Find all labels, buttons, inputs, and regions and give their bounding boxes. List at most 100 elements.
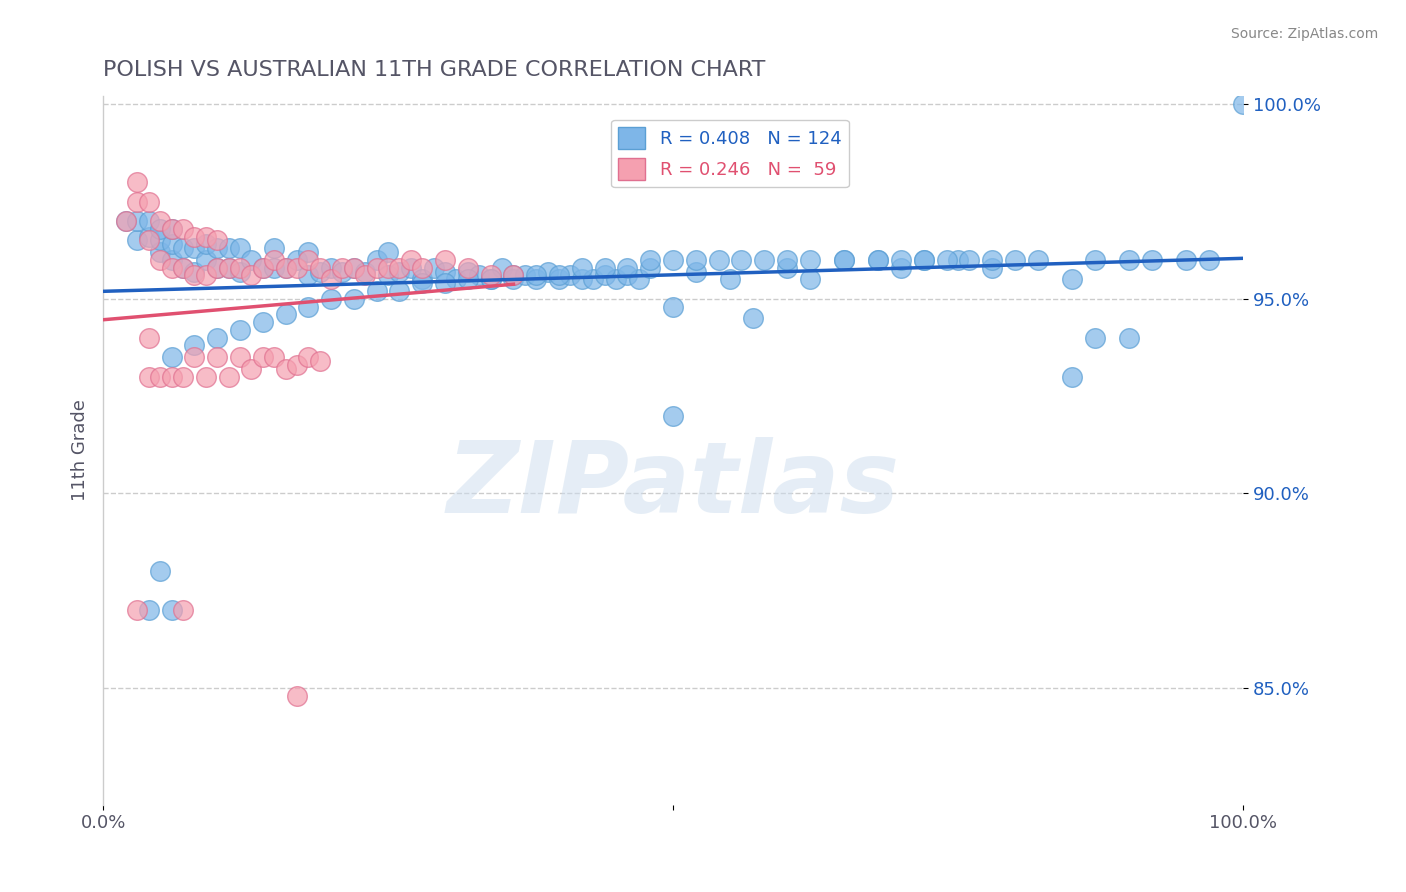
Point [194, 268, 217, 283]
Point [479, 272, 502, 286]
Point [138, 229, 160, 244]
Point [685, 264, 707, 278]
Point [730, 252, 752, 267]
Point [446, 272, 468, 286]
Point [343, 260, 366, 275]
Point [160, 350, 183, 364]
Point [868, 252, 890, 267]
Point [707, 252, 730, 267]
Point [366, 260, 388, 275]
Point [981, 252, 1004, 267]
Point [205, 241, 228, 255]
Point [377, 260, 399, 275]
Point [149, 221, 172, 235]
Point [194, 369, 217, 384]
Point [377, 268, 399, 283]
Point [218, 241, 240, 255]
Point [457, 264, 479, 278]
Point [537, 264, 560, 278]
Point [194, 237, 217, 252]
Point [411, 272, 433, 286]
Point [981, 260, 1004, 275]
Point [1060, 272, 1083, 286]
Point [205, 331, 228, 345]
Point [548, 268, 571, 283]
Point [1118, 252, 1140, 267]
Point [582, 272, 605, 286]
Point [354, 268, 377, 283]
Point [205, 350, 228, 364]
Point [479, 272, 502, 286]
Point [319, 292, 342, 306]
Point [172, 603, 194, 617]
Point [308, 354, 330, 368]
Point [149, 252, 172, 267]
Point [229, 264, 252, 278]
Point [172, 260, 194, 275]
Point [205, 260, 228, 275]
Point [297, 252, 319, 267]
Point [332, 260, 354, 275]
Point [332, 264, 354, 278]
Point [115, 214, 138, 228]
Point [502, 272, 524, 286]
Point [274, 260, 297, 275]
Point [160, 221, 183, 235]
Point [319, 260, 342, 275]
Point [1232, 97, 1254, 112]
Point [1175, 252, 1198, 267]
Point [354, 264, 377, 278]
Point [172, 369, 194, 384]
Point [285, 260, 308, 275]
Point [343, 260, 366, 275]
Point [616, 268, 638, 283]
Point [285, 252, 308, 267]
Point [252, 260, 274, 275]
Point [194, 229, 217, 244]
Point [160, 260, 183, 275]
Point [240, 361, 263, 376]
Point [149, 369, 172, 384]
Point [218, 260, 240, 275]
Text: POLISH VS AUSTRALIAN 11TH GRADE CORRELATION CHART: POLISH VS AUSTRALIAN 11TH GRADE CORRELAT… [103, 60, 765, 79]
Point [399, 260, 422, 275]
Point [502, 268, 524, 283]
Point [1140, 252, 1163, 267]
Point [183, 338, 205, 352]
Point [127, 214, 149, 228]
Point [240, 252, 263, 267]
Point [160, 252, 183, 267]
Point [571, 272, 593, 286]
Point [741, 311, 763, 326]
Point [229, 241, 252, 255]
Point [252, 315, 274, 329]
Point [662, 409, 685, 423]
Point [524, 272, 547, 286]
Point [935, 252, 957, 267]
Point [149, 234, 172, 248]
Point [491, 260, 513, 275]
Point [560, 268, 582, 283]
Text: Source: ZipAtlas.com: Source: ZipAtlas.com [1230, 27, 1378, 41]
Point [548, 272, 571, 286]
Point [319, 272, 342, 286]
Point [434, 264, 457, 278]
Point [183, 229, 205, 244]
Point [297, 300, 319, 314]
Point [388, 264, 411, 278]
Point [138, 214, 160, 228]
Point [434, 252, 457, 267]
Point [205, 234, 228, 248]
Point [457, 260, 479, 275]
Point [399, 252, 422, 267]
Point [285, 689, 308, 703]
Legend: R = 0.408   N = 124, R = 0.246   N =  59: R = 0.408 N = 124, R = 0.246 N = 59 [612, 120, 849, 187]
Point [194, 252, 217, 267]
Point [252, 260, 274, 275]
Point [149, 245, 172, 260]
Point [308, 260, 330, 275]
Point [912, 252, 935, 267]
Y-axis label: 11th Grade: 11th Grade [72, 400, 89, 501]
Point [172, 241, 194, 255]
Point [890, 260, 912, 275]
